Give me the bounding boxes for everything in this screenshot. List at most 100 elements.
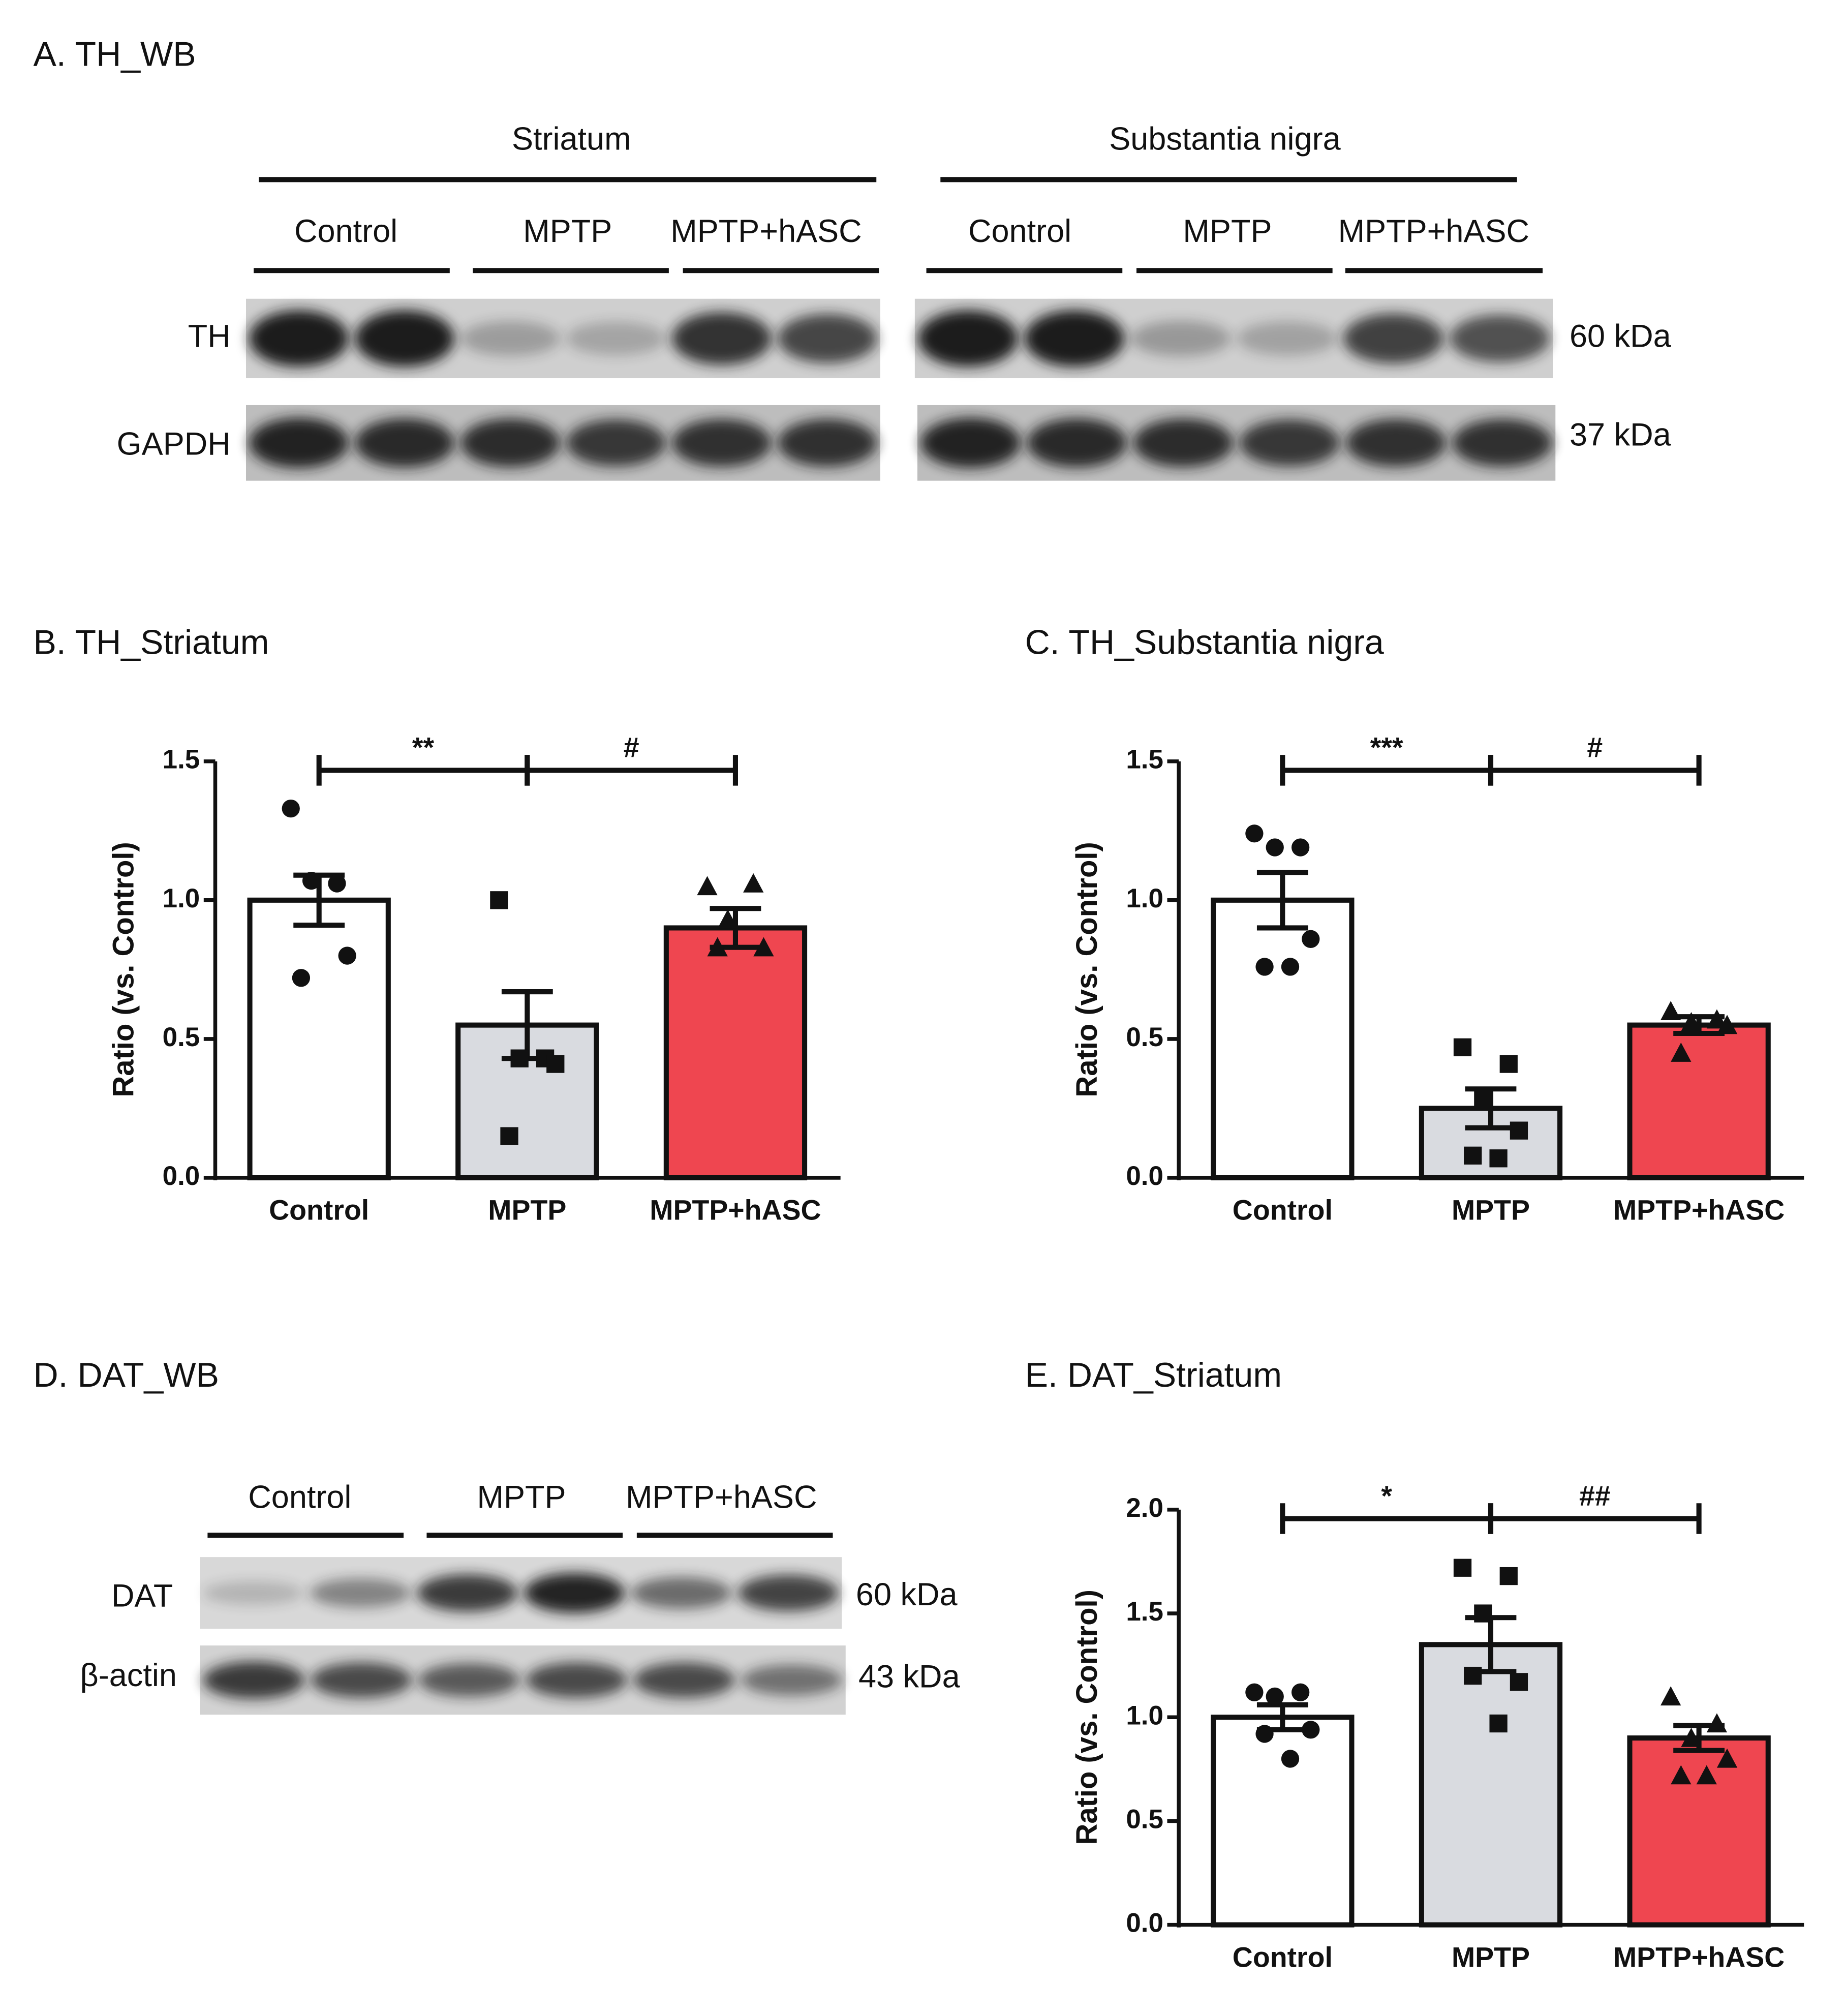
band [524, 1573, 625, 1613]
data-point [1696, 1765, 1717, 1785]
band [1450, 315, 1550, 362]
data-point [1489, 1714, 1508, 1733]
data-point [1706, 1009, 1728, 1029]
band [355, 418, 454, 468]
data-point [1660, 1686, 1681, 1706]
band [778, 314, 877, 363]
region-label: Substantia nigra [1109, 121, 1341, 157]
data-point [328, 874, 346, 893]
group-label: MPTP [523, 213, 612, 249]
x-tick-label: MPTP+hASC [650, 1195, 821, 1226]
band [460, 321, 560, 356]
band [1024, 310, 1125, 367]
significance-label: # [624, 732, 639, 763]
data-point [1292, 1683, 1310, 1701]
error-bar [1256, 870, 1308, 931]
data-point [1706, 1713, 1728, 1733]
data-point [1499, 1567, 1518, 1585]
data-point [1453, 1559, 1472, 1577]
band [1452, 419, 1553, 467]
data-point [1245, 1683, 1264, 1701]
region-label: Striatum [512, 121, 631, 157]
data-point [1489, 1149, 1508, 1168]
data-point [490, 891, 508, 909]
data-point [302, 871, 321, 890]
band [672, 419, 772, 467]
bar [1211, 897, 1355, 1181]
data-point [1453, 1038, 1472, 1056]
band [310, 1578, 411, 1608]
data-point [1302, 1721, 1320, 1739]
band [566, 419, 666, 467]
data-point [1292, 838, 1310, 857]
size-label: 60 kDa [1570, 319, 1672, 354]
data-point [1302, 930, 1320, 948]
data-point [1716, 1748, 1738, 1768]
y-tick-label: 1.0 [1126, 883, 1163, 913]
band [249, 310, 349, 367]
band [526, 1662, 627, 1698]
blot [246, 405, 880, 481]
band [311, 1662, 412, 1698]
row-label: GAPDH [117, 426, 231, 462]
group-label: MPTP+hASC [1338, 213, 1529, 249]
data-point [1510, 1121, 1528, 1140]
band [1133, 418, 1234, 468]
band [566, 321, 666, 355]
blot [914, 298, 1553, 379]
y-tick-label: 1.5 [1126, 1597, 1163, 1627]
chart-title: B. TH_Striatum [34, 623, 269, 661]
group-label: Control [248, 1479, 351, 1515]
band [920, 418, 1021, 468]
data-point [546, 1055, 565, 1073]
band [417, 1574, 518, 1612]
data-point [1474, 1091, 1492, 1109]
band [1239, 419, 1340, 467]
bar [1627, 1735, 1771, 1928]
size-label: 37 kDa [1570, 417, 1672, 453]
band [460, 418, 560, 468]
data-point [707, 937, 728, 957]
data-point [1660, 1001, 1681, 1020]
band [1346, 419, 1446, 467]
group-label: MPTP [1183, 213, 1272, 249]
x-tick-label: MPTP [488, 1195, 566, 1226]
band [203, 1581, 304, 1605]
data-point [1681, 1012, 1702, 1031]
bar [663, 925, 808, 1181]
bar [1211, 1715, 1355, 1928]
significance-label: *** [1370, 732, 1403, 763]
data-point [697, 876, 718, 896]
size-label: 43 kDa [858, 1659, 961, 1694]
data-point [1255, 958, 1274, 976]
y-axis-label: Ratio (vs. Control) [1071, 842, 1103, 1097]
x-tick-label: MPTP+hASC [1613, 1195, 1785, 1226]
data-point [1671, 1043, 1692, 1062]
group-label: MPTP+hASC [670, 213, 862, 249]
bar [247, 897, 391, 1181]
band [1237, 321, 1337, 356]
bar [1419, 1642, 1563, 1928]
significance-label: * [1381, 1480, 1392, 1512]
y-tick-label: 0.0 [1126, 1161, 1163, 1191]
band [203, 1661, 304, 1699]
band [355, 310, 454, 367]
data-point [1510, 1673, 1528, 1691]
data-point [1464, 1146, 1482, 1165]
row-label: DAT [111, 1578, 173, 1613]
band [741, 1664, 843, 1696]
group-label: Control [294, 213, 397, 249]
y-tick-label: 1.0 [1126, 1700, 1163, 1730]
data-point [510, 1049, 529, 1067]
y-axis-label: Ratio (vs. Control) [1071, 1590, 1103, 1845]
data-point [753, 937, 774, 957]
band [418, 1663, 520, 1697]
x-tick-label: Control [1233, 1195, 1333, 1226]
x-tick-label: Control [1233, 1941, 1333, 1973]
data-point [292, 969, 311, 987]
data-point [1499, 1055, 1518, 1073]
data-point [1464, 1666, 1482, 1685]
band [738, 1574, 839, 1611]
y-tick-label: 0.5 [163, 1022, 200, 1052]
